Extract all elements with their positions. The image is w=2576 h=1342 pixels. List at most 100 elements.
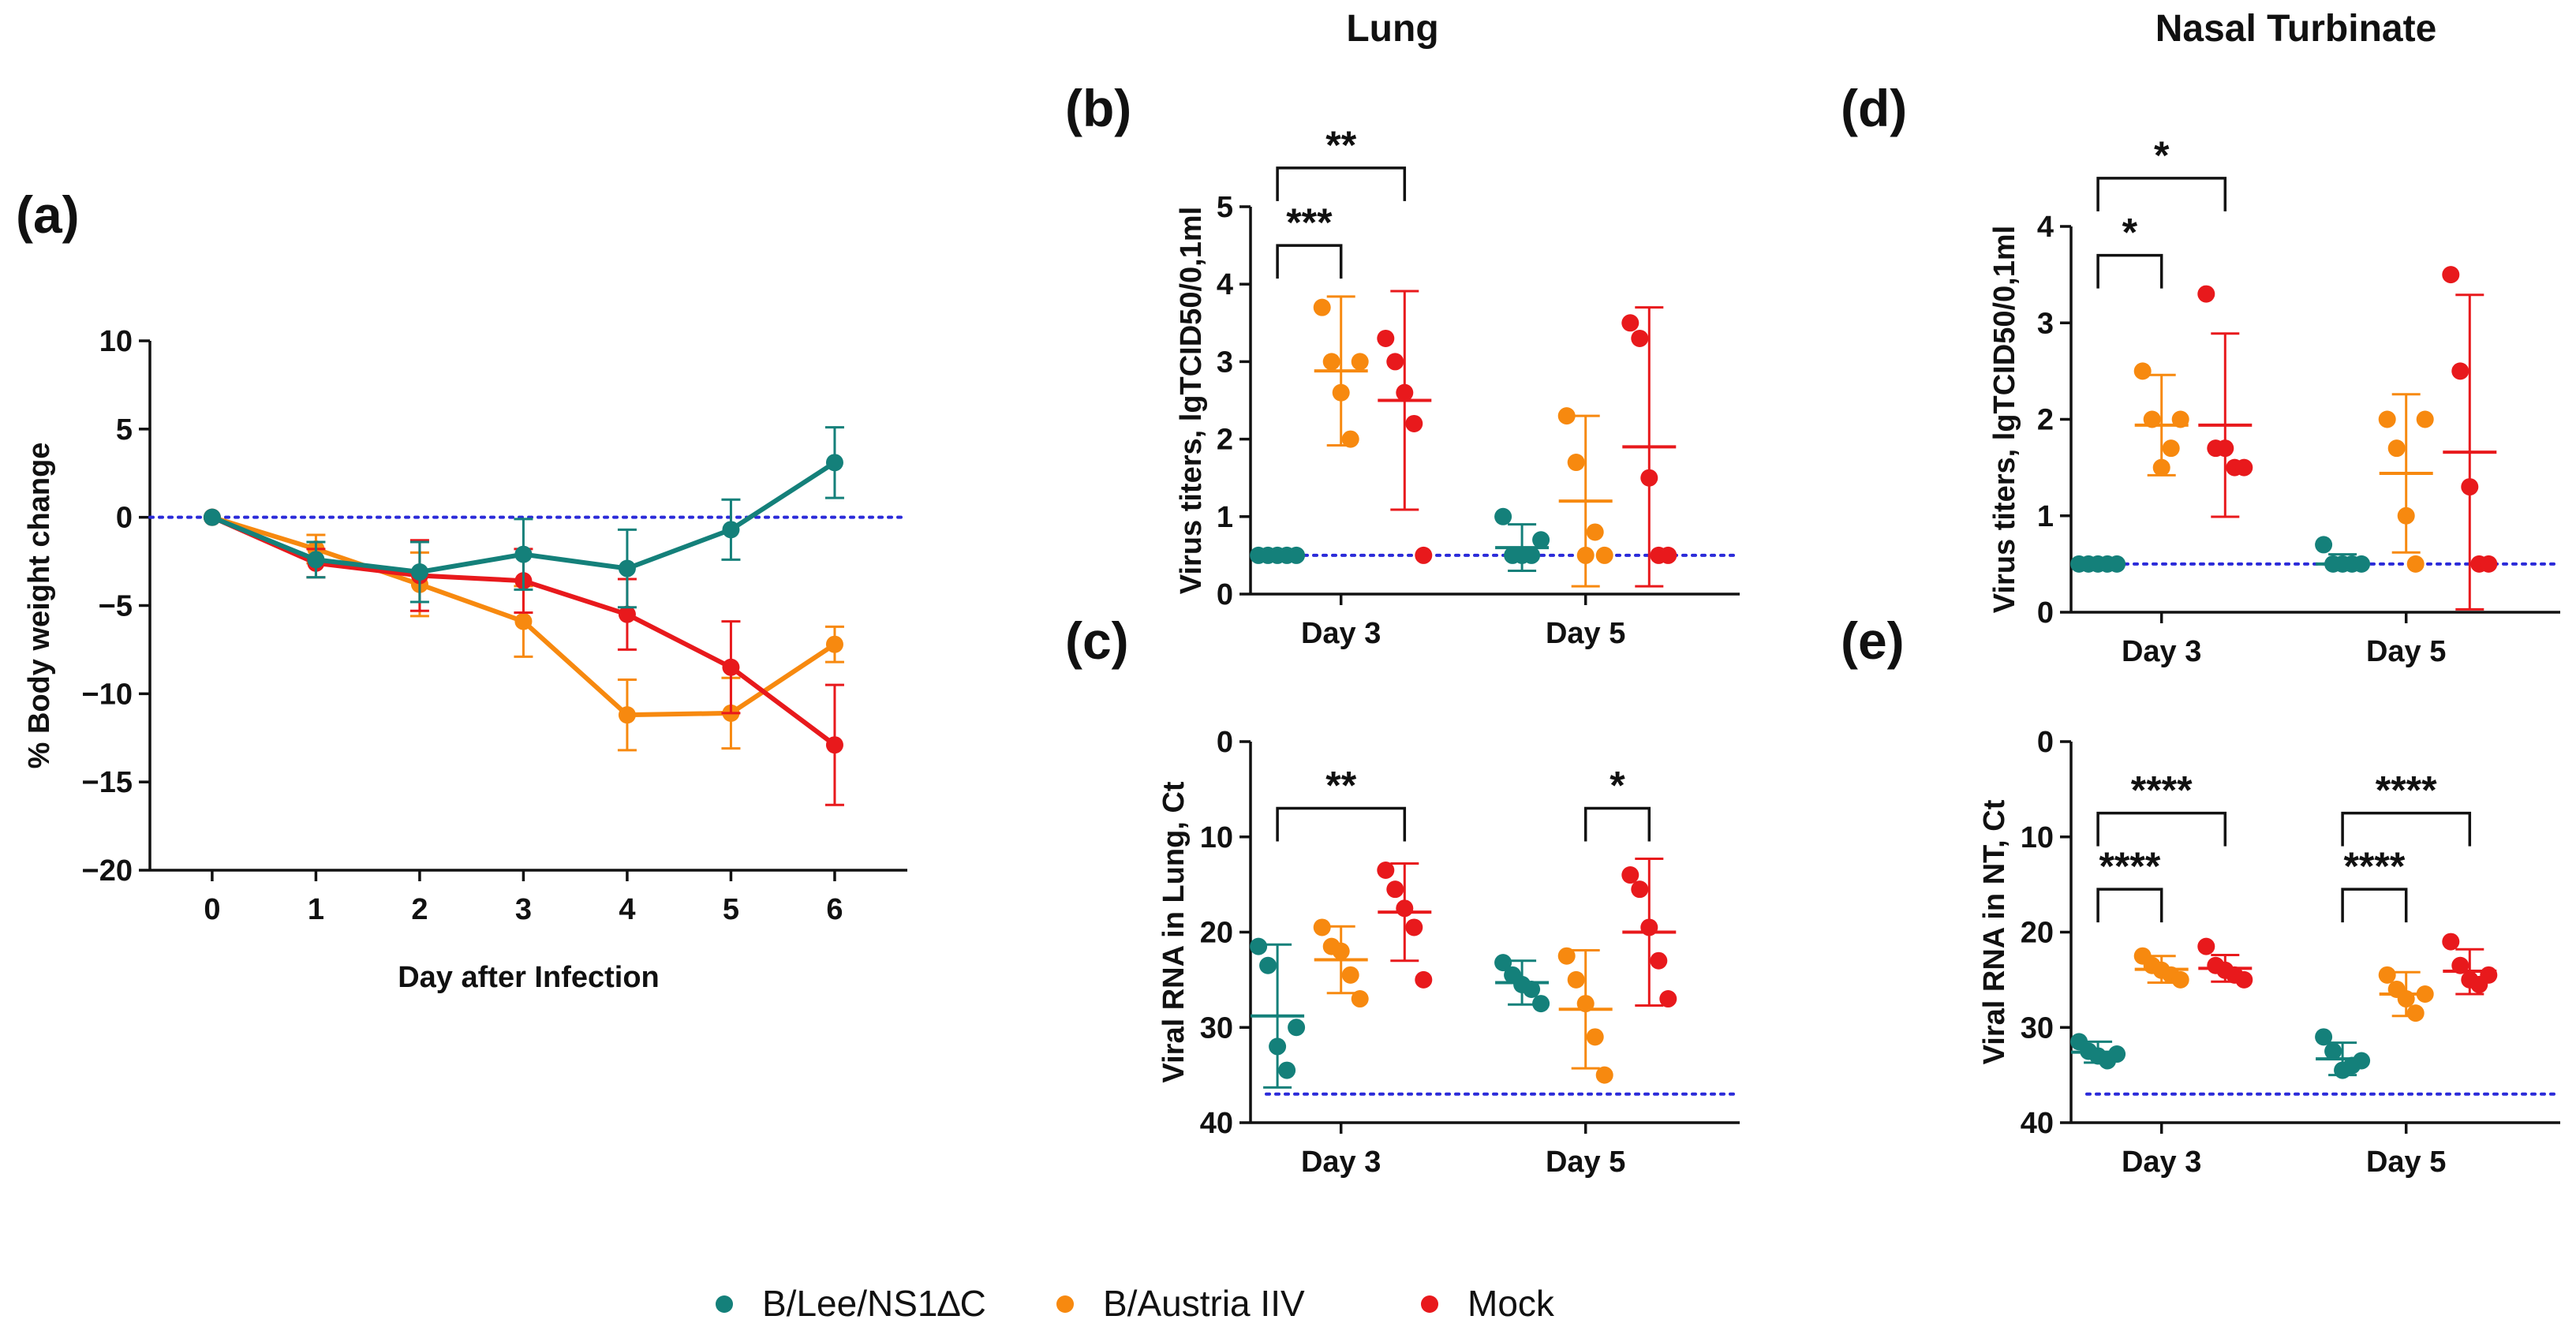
data-point [2171,970,2189,989]
data-point [1351,353,1369,371]
panel-e: (e) 0 10 20 30 40 Viral RNA in NT, Ct Day 3 Day … [1841,611,2562,1179]
data-point [1567,970,1585,989]
data-point [1595,546,1613,564]
data-point [825,454,843,472]
significance-bracket: ** [1276,123,1407,201]
data-point [1523,546,1541,564]
data-point [1288,1019,1306,1037]
y-tick-label: 0 [116,502,133,535]
data-point [1631,880,1649,899]
data-point [2152,458,2170,477]
y-tick-label: 1 [1217,501,1233,534]
legend-marker [716,1295,733,1313]
data-point [1351,990,1369,1008]
significance-label: * [2154,133,2170,178]
data-point [2133,362,2152,380]
group-0 [1250,507,1550,573]
data-point [1377,862,1395,880]
significance-bracket: * [2096,133,2227,211]
data-point [1557,947,1576,965]
data-point [618,706,636,724]
data-point [618,605,636,623]
data-point [722,658,740,676]
data-point [2387,439,2406,458]
significance-bracket: * [1583,764,1651,842]
x-tick-label: 1 [308,893,324,926]
y-tick-label: 10 [2021,821,2054,854]
data-point [1659,990,1677,1008]
data-point [2397,990,2415,1008]
x-axis-title-a: Day after Infection [398,961,660,994]
y-tick-label: 30 [2021,1011,2054,1045]
significance-label: **** [2376,768,2437,813]
x-tick-label: 2 [411,893,428,926]
x-tick-label: 0 [204,893,220,926]
y-tick-label: 3 [2037,307,2054,340]
data-point [2451,956,2469,974]
legend-label: Mock [1467,1283,1555,1324]
data-point [1415,546,1433,564]
y-tick-label: −10 [82,678,133,711]
data-point [1621,314,1639,332]
bracket-line [2096,253,2163,289]
data-point [2480,966,2498,984]
y-axis-title-b: Virus titers, lgTCID50/0,1ml [1175,207,1208,594]
data-point [1494,507,1512,525]
column-title-lung: Lung [1346,8,1438,50]
data-point [1659,546,1677,564]
significance-label: **** [2343,844,2405,888]
y-tick-label: −5 [99,590,133,623]
group-1 [2133,947,2434,1022]
data-point [825,635,843,653]
panel-b: (b) 0 1 2 3 4 5 Virus titers, lgTCID50/0,1ml Day… [1065,79,1741,650]
bracket-line [2096,811,2227,847]
data-point [2197,937,2215,955]
data-point [1494,954,1512,972]
data-point [1405,414,1423,432]
bracket-line [2341,811,2472,847]
data-point [1396,899,1414,918]
data-point [2235,970,2253,989]
data-point [2108,555,2126,573]
significance-bracket: **** [2341,768,2472,847]
y-axis-title-c: Viral RNA in Lung, Ct [1157,781,1191,1082]
x-category-label: Day 5 [1546,617,1625,650]
panel-letter-d: (d) [1841,79,1907,137]
y-tick-label: 0 [2037,726,2054,759]
data-point [2442,933,2460,951]
data-point [1595,1066,1613,1084]
legend-label: B/Austria IIV [1103,1283,1305,1324]
x-tick-label: 3 [515,893,532,926]
bracket-line [2341,888,2408,923]
legend: B/Lee/NS1∆C B/Austria IIV Mock [716,1283,1555,1324]
y-axis-title-a: % Body weight change [23,443,56,769]
significance-bracket: **** [2096,844,2163,923]
x-category-label: Day 3 [2122,635,2201,668]
data-point [2235,458,2253,477]
data-point [2353,1052,2371,1070]
data-point [1557,407,1576,425]
bracket-line [1276,166,1407,201]
data-point [307,551,325,569]
group-0 [1250,937,1550,1089]
significance-label: **** [2131,768,2193,813]
significance-bracket: ** [1276,764,1407,842]
data-point [514,545,533,563]
y-tick-label: 5 [1217,191,1233,224]
data-point [2315,536,2333,554]
significance-bracket: **** [2096,768,2227,847]
group-2 [2197,266,2498,611]
data-point [1621,866,1639,884]
data-point [1269,1037,1287,1056]
bracket-line [2096,177,2227,211]
column-title-nasal: Nasal Turbinate [2155,8,2437,50]
y-tick-label: 4 [2037,211,2054,244]
data-point [2108,1045,2126,1064]
data-point [2416,985,2434,1003]
data-point [2324,1042,2342,1060]
significance-label: ** [1325,123,1356,167]
panel-letter-c: (c) [1065,611,1129,670]
group-1 [1313,295,1613,588]
panel-letter-a: (a) [16,185,80,244]
